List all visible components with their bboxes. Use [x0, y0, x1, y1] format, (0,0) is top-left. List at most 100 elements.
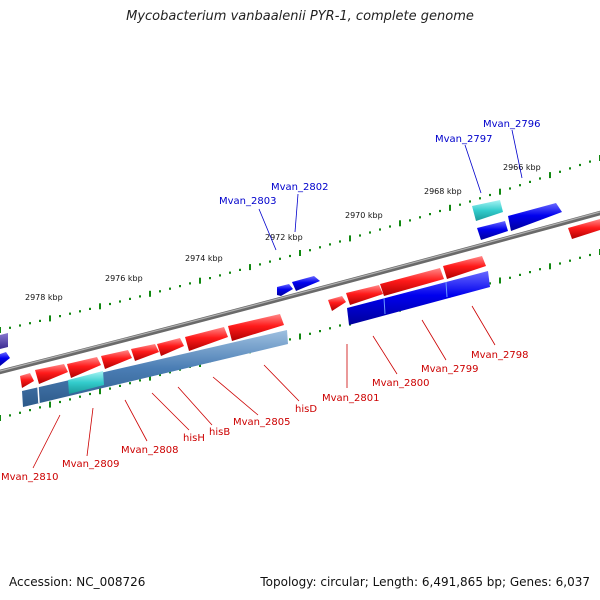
label-mvan-2796: Mvan_2796: [483, 119, 540, 130]
reverse-strand-features: [0, 200, 600, 366]
major-tick: [499, 188, 501, 195]
minor-tick: [109, 302, 111, 306]
minor-tick: [9, 414, 11, 417]
label-hish: hisH: [183, 433, 205, 444]
major-tick: [49, 401, 51, 408]
minor-tick: [279, 257, 281, 260]
scale-label: 2978 kbp: [25, 293, 63, 302]
leader-line: [151, 392, 190, 431]
major-tick: [0, 327, 1, 333]
minor-tick: [319, 330, 321, 333]
gene-right-edge: [568, 219, 600, 239]
minor-tick: [569, 167, 571, 170]
major-tick: [0, 415, 1, 421]
scale-label: 2970 kbp: [345, 211, 383, 220]
accession-text: Accession: NC_008726: [9, 575, 146, 589]
gene-mvan-2797: [477, 221, 508, 240]
minor-tick: [259, 263, 261, 266]
leader-line: [32, 414, 61, 469]
minor-tick: [69, 398, 71, 401]
minor-tick: [139, 379, 141, 382]
leader-line: [511, 129, 523, 179]
gene-mvan-2797-highlight: [472, 200, 503, 221]
summary-text: Topology: circular; Length: 6,491,865 bp…: [260, 575, 590, 589]
gene-mvan-2800: [346, 285, 383, 305]
scale-label: 2968 kbp: [424, 187, 462, 196]
label-hisd: hisD: [295, 404, 317, 415]
minor-tick: [509, 187, 511, 190]
leader-line: [263, 364, 300, 402]
minor-tick: [329, 243, 331, 246]
genome-backbone: [0, 210, 600, 375]
minor-tick: [89, 307, 91, 310]
minor-tick: [209, 277, 211, 280]
lower-gene-labels: Mvan_2798 Mvan_2799 Mvan_2800 Mvan_2801 …: [1, 305, 528, 483]
gene-mvan-2810: [20, 373, 34, 388]
minor-tick: [169, 371, 171, 374]
minor-tick: [359, 234, 361, 237]
map-title: Mycobacterium vanbaalenii PYR-1, complet…: [126, 9, 474, 24]
label-mvan-2799: Mvan_2799: [421, 364, 478, 375]
minor-tick: [369, 231, 371, 234]
minor-tick: [529, 180, 531, 183]
gene-bar-divider-2: [383, 297, 386, 315]
minor-tick: [29, 322, 31, 325]
minor-tick: [489, 193, 491, 197]
major-tick: [299, 333, 301, 340]
minor-tick: [79, 395, 81, 398]
genome-backbone-highlight: [0, 211, 600, 372]
minor-tick: [19, 411, 21, 414]
major-tick: [99, 303, 101, 310]
scale-label: 2974 kbp: [185, 254, 223, 263]
minor-tick: [539, 177, 541, 180]
major-tick: [399, 220, 401, 227]
forward-cds-row: [20, 256, 486, 388]
label-mvan-2803: Mvan_2803: [219, 196, 276, 207]
leader-line: [212, 376, 259, 416]
minor-tick: [229, 271, 231, 274]
leader-line: [421, 319, 447, 361]
gene-bar-mvan-2809-highlight: [68, 371, 104, 394]
minor-tick: [559, 262, 561, 265]
minor-tick: [169, 287, 171, 290]
upper-gene-labels: Mvan_2796 Mvan_2797 Mvan_2802 Mvan_2803: [219, 119, 540, 251]
gene-hish: [101, 350, 132, 369]
minor-tick: [129, 297, 131, 300]
lower-tick-ring: [0, 249, 600, 421]
scale-label: 2966 kbp: [503, 163, 541, 172]
minor-tick: [579, 256, 581, 259]
leader-line: [258, 208, 277, 251]
minor-tick: [39, 406, 41, 409]
label-mvan-2805: Mvan_2805: [233, 417, 290, 428]
minor-tick: [589, 253, 591, 257]
major-tick: [49, 315, 51, 322]
forward-gene-bar-row: [22, 271, 490, 407]
major-tick: [99, 388, 101, 395]
minor-tick: [339, 324, 341, 327]
gene-bar-divider: [37, 386, 40, 404]
minor-tick: [159, 373, 161, 377]
leader-line: [471, 305, 496, 346]
gene-left-edge-blue: [0, 352, 10, 366]
minor-tick: [69, 312, 71, 315]
minor-tick: [479, 197, 481, 200]
minor-tick: [329, 327, 331, 330]
leader-line: [464, 144, 482, 194]
minor-tick: [119, 300, 121, 303]
minor-tick: [179, 285, 181, 288]
label-mvan-2810: Mvan_2810: [1, 472, 58, 483]
minor-tick: [489, 282, 491, 285]
major-tick: [349, 235, 351, 242]
major-tick: [549, 172, 551, 179]
minor-tick: [529, 271, 531, 274]
minor-tick: [9, 326, 11, 329]
major-tick: [549, 263, 551, 270]
minor-tick: [539, 268, 541, 271]
minor-tick: [339, 240, 341, 243]
gene-hisd: [185, 327, 228, 351]
major-tick: [499, 277, 501, 284]
label-mvan-2809: Mvan_2809: [62, 459, 119, 470]
leader-line: [177, 386, 213, 426]
minor-tick: [319, 246, 321, 249]
